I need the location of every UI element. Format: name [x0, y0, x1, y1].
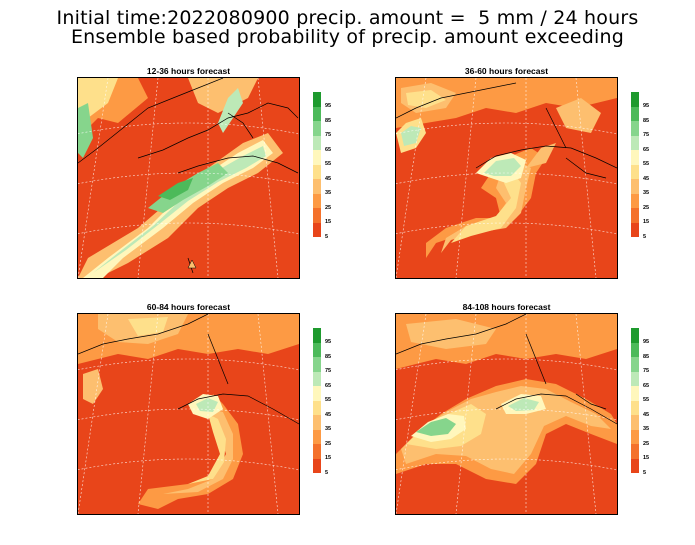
colorbar-swatch — [313, 208, 321, 223]
colorbar-swatch — [313, 92, 321, 107]
colorbar-label: 75 — [643, 368, 650, 374]
colorbar-label: 85 — [643, 117, 650, 124]
colorbar-swatch — [631, 415, 639, 430]
page-title-line-1: Initial time:2022080900 precip. amount =… — [56, 7, 639, 29]
colorbar-label: 25 — [643, 204, 650, 211]
colorbar-label: 65 — [643, 382, 650, 389]
colorbar-swatch — [631, 150, 639, 165]
colorbar-label: 45 — [643, 411, 650, 418]
panel-title: 12-36 hours forecast — [146, 66, 231, 76]
panel-36-60h: 36-60 hours forecast — [395, 66, 695, 296]
colorbar-swatch — [313, 164, 321, 179]
colorbar-swatch — [313, 106, 321, 121]
colorbar-label: 85 — [325, 353, 332, 360]
panel-title: 84-108 hours forecast — [462, 302, 551, 312]
colorbar-swatch — [631, 444, 639, 459]
colorbar-label: 95 — [325, 339, 332, 345]
probability-map — [395, 77, 618, 279]
colorbar-swatch — [631, 179, 639, 194]
colorbar-swatch — [631, 458, 639, 473]
colorbar-swatch — [313, 179, 321, 194]
colorbar-swatch — [631, 386, 639, 401]
colorbar-label: 65 — [643, 146, 650, 153]
colorbar-label: 95 — [643, 339, 650, 345]
colorbar-swatch — [313, 400, 321, 415]
colorbar-swatch — [313, 371, 321, 386]
probability-map — [77, 313, 300, 515]
colorbar-swatch — [631, 371, 639, 386]
colorbar-label: 55 — [643, 397, 650, 403]
colorbar-label: 55 — [643, 161, 650, 167]
colorbar-label: 55 — [325, 397, 332, 403]
colorbar-swatch — [631, 193, 639, 208]
colorbar-swatch — [631, 400, 639, 415]
colorbar-swatch — [631, 357, 639, 372]
colorbar-swatch — [313, 429, 321, 444]
colorbar-swatch — [631, 208, 639, 223]
colorbar-swatch — [631, 135, 639, 150]
colorbar-label: 5 — [643, 233, 647, 240]
panel-60-84h: 60-84 hours forecast — [77, 302, 407, 532]
colorbar-label: 35 — [325, 426, 332, 432]
colorbar-label: 15 — [643, 219, 650, 225]
colorbar-label: 25 — [325, 440, 332, 447]
colorbar-label: 5 — [325, 469, 329, 476]
colorbar-label: 45 — [325, 175, 332, 182]
colorbar-label: 15 — [325, 219, 332, 225]
colorbar-label: 5 — [325, 233, 329, 240]
colorbar-swatch — [313, 342, 321, 357]
colorbar-label: 85 — [643, 353, 650, 360]
colorbar-swatch — [631, 106, 639, 121]
colorbar-swatch — [313, 386, 321, 401]
panel-84-108h: 84-108 hours forecast — [395, 302, 695, 532]
probability-map — [77, 77, 300, 279]
colorbar-swatch — [313, 444, 321, 459]
colorbar-label: 35 — [325, 190, 332, 196]
colorbar-label: 55 — [325, 161, 332, 167]
colorbar-swatch — [313, 121, 321, 136]
colorbar-label: 85 — [325, 117, 332, 124]
colorbar-label: 15 — [325, 455, 332, 461]
colorbar-label: 75 — [643, 132, 650, 138]
colorbar-label: 75 — [325, 132, 332, 138]
colorbar-swatch — [313, 415, 321, 430]
colorbar-swatch — [631, 92, 639, 107]
colorbar-swatch — [631, 164, 639, 179]
colorbar-swatch — [313, 222, 321, 237]
page-title-line-2: Ensemble based probability of precip. am… — [70, 26, 625, 48]
colorbar-label: 65 — [325, 146, 332, 153]
colorbar-swatch — [631, 328, 639, 343]
colorbar-swatch — [631, 121, 639, 136]
colorbar-swatch — [313, 357, 321, 372]
colorbar-label: 65 — [325, 382, 332, 389]
colorbar-swatch — [631, 222, 639, 237]
colorbar-label: 95 — [643, 103, 650, 109]
colorbar-label: 95 — [325, 103, 332, 109]
colorbar-label: 35 — [643, 426, 650, 432]
panel-title: 36-60 hours forecast — [464, 66, 549, 76]
colorbar-label: 45 — [325, 411, 332, 418]
colorbar-swatch — [631, 342, 639, 357]
colorbar-label: 45 — [643, 175, 650, 182]
colorbar-swatch — [313, 328, 321, 343]
colorbar-label: 75 — [325, 368, 332, 374]
colorbar-label: 35 — [643, 190, 650, 196]
colorbar-swatch — [313, 150, 321, 165]
colorbar-label: 15 — [643, 455, 650, 461]
colorbar-label: 5 — [643, 469, 647, 476]
panel-12-36h: 12-36 hours forecast — [77, 66, 407, 296]
colorbar-swatch — [313, 458, 321, 473]
colorbar-label: 25 — [643, 440, 650, 447]
panel-title: 60-84 hours forecast — [146, 302, 231, 312]
colorbar-swatch — [631, 429, 639, 444]
probability-map — [395, 313, 618, 515]
colorbar-swatch — [313, 193, 321, 208]
colorbar-swatch — [313, 135, 321, 150]
colorbar-label: 25 — [325, 204, 332, 211]
